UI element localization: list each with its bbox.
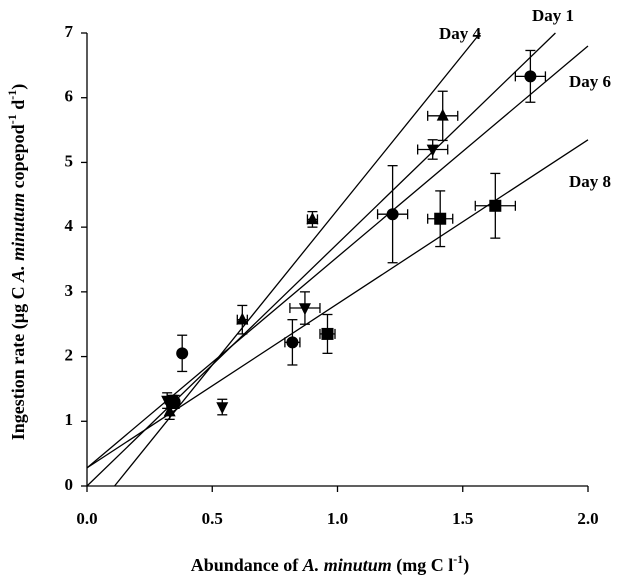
- marker: [489, 199, 502, 212]
- y-tick-label: 4: [65, 216, 74, 235]
- x-tick-label: 2.0: [577, 509, 598, 528]
- marker: [386, 208, 399, 221]
- y-label-part: ): [8, 84, 29, 90]
- marker: [216, 402, 229, 415]
- y-tick-label: 5: [65, 151, 74, 170]
- y-label-part: Ingestion rate (µg C: [8, 282, 29, 440]
- fit-line: [86, 45, 589, 469]
- y-tick-label: 6: [65, 87, 74, 106]
- y-tick-label: 7: [65, 22, 74, 41]
- marker: [298, 303, 311, 316]
- marker: [436, 108, 449, 121]
- marker: [236, 312, 249, 325]
- line-label: Day 8: [569, 172, 611, 191]
- x-label-part: A. minutum: [302, 555, 392, 575]
- x-label-part: (mg C l: [392, 555, 454, 576]
- x-tick-label: 0.5: [202, 509, 223, 528]
- line-label: Day 4: [439, 24, 482, 43]
- marker: [434, 212, 447, 225]
- marker: [163, 404, 176, 417]
- x-label-part: ): [463, 555, 469, 576]
- y-label-part: A. minutum: [8, 193, 28, 283]
- x-label-part: -1: [453, 552, 463, 566]
- marker: [321, 327, 334, 340]
- line-label: Day 6: [569, 72, 611, 91]
- x-tick-label: 0.0: [76, 509, 97, 528]
- marker: [306, 212, 319, 225]
- y-label-part: -1: [5, 114, 19, 124]
- y-label-part: d: [8, 100, 28, 115]
- marker: [176, 347, 189, 360]
- line-label: Day 1: [532, 6, 574, 25]
- y-tick-label: 1: [65, 410, 74, 429]
- x-label-part: Abundance of: [191, 555, 303, 575]
- x-tick-label: 1.0: [327, 509, 348, 528]
- x-tick-label: 1.5: [452, 509, 473, 528]
- fit-line: [86, 32, 556, 487]
- marker: [524, 70, 537, 83]
- marker: [286, 336, 299, 349]
- y-label-part: -1: [5, 90, 19, 100]
- y-tick-label: 0: [65, 475, 74, 494]
- y-tick-label: 2: [65, 345, 74, 364]
- marker: [166, 395, 179, 408]
- y-axis-label: Ingestion rate (µg C A. minutum copepod-…: [5, 84, 29, 440]
- x-axis-label: Abundance of A. minutum (mg C l-1): [191, 552, 470, 576]
- marker: [426, 144, 439, 157]
- fit-line: [86, 139, 589, 469]
- y-tick-label: 3: [65, 281, 74, 300]
- y-label-part: copepod: [8, 124, 28, 193]
